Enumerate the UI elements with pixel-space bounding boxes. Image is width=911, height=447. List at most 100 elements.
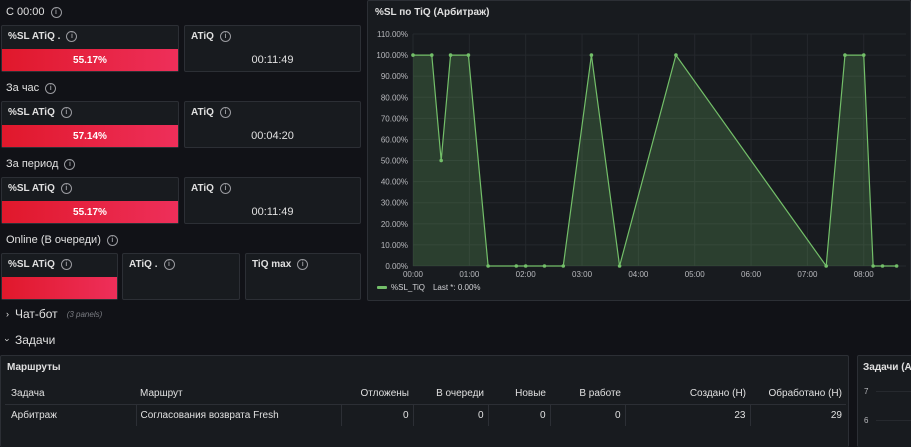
section-title-text: За час <box>6 82 40 94</box>
panel-title-text: ATiQ <box>191 31 214 42</box>
section-title-text: За период <box>6 158 59 170</box>
panel-title-text: %SL ATiQ <box>8 107 55 118</box>
x-tick-label: 04:00 <box>628 270 649 279</box>
info-icon[interactable]: i <box>297 259 309 270</box>
y-tick-label: 80.00% <box>381 93 408 102</box>
cell-new: 0 <box>487 404 550 426</box>
y-tick-label: 30.00% <box>381 199 408 208</box>
info-icon[interactable]: i <box>50 6 62 18</box>
chart-title: %SL по TiQ (Арбитраж) <box>375 7 490 18</box>
y-tick-label: 100.00% <box>376 51 408 60</box>
header-in-queue[interactable]: В очереди <box>436 387 484 399</box>
sl-tiq-chart-panel: %SL по TiQ (Арбитраж) 0.00% 10.00% 20.00% 3… <box>367 0 911 301</box>
info-icon[interactable]: i <box>60 183 72 194</box>
header-new[interactable]: Новые <box>515 387 546 399</box>
info-icon[interactable]: i <box>66 31 78 42</box>
cell-processed: 29 <box>749 404 846 426</box>
grid-line <box>876 420 911 421</box>
panel-title-text: ATiQ <box>191 183 214 194</box>
cell-created: 23 <box>624 404 750 426</box>
cell-in-progress: 0 <box>549 404 625 426</box>
x-tick-label: 07:00 <box>797 270 818 279</box>
legend-label: %SL_TiQ <box>391 283 425 292</box>
header-route[interactable]: Маршрут <box>140 387 183 399</box>
sl-value-bar: 55.17% <box>2 49 178 71</box>
x-tick-label: 06:00 <box>741 270 762 279</box>
x-tick-label: 03:00 <box>572 270 593 279</box>
info-icon[interactable]: i <box>219 107 231 118</box>
info-icon[interactable]: i <box>60 259 72 270</box>
header-task[interactable]: Задача <box>11 387 45 399</box>
series-point <box>448 53 453 57</box>
panel-title-text: %SL ATiQ . <box>8 31 61 42</box>
atiq-panel-online: ATiQ . i <box>122 253 240 300</box>
header-postponed[interactable]: Отложены <box>360 387 410 399</box>
sl-value-bar: 57.14% <box>2 125 178 147</box>
cell-task: Арбитраж <box>11 409 57 421</box>
y-tick-label: 110.00% <box>377 30 408 39</box>
series-point <box>894 264 899 268</box>
sl-atiq-panel-period: %SL ATiQ i 55.17% <box>1 177 179 224</box>
panel-title: ATiQ i <box>191 107 231 118</box>
sl-value-bar <box>2 277 117 299</box>
header-in-progress[interactable]: В работе <box>579 387 621 399</box>
table-row[interactable]: Арбитраж Согласования возврата Fresh 0 0… <box>5 404 846 426</box>
panel-title-text: TiQ max <box>252 259 292 270</box>
y-tick-label: 70.00% <box>381 114 408 123</box>
tasks-panel-title: Задачи (Ар <box>863 362 911 373</box>
info-icon[interactable]: i <box>45 82 57 94</box>
info-icon[interactable]: i <box>60 107 72 118</box>
y-tick-label: 40.00% <box>381 178 408 187</box>
header-processed[interactable]: Обработано (Н) <box>768 387 842 399</box>
panel-title-text: ATiQ . <box>129 259 158 270</box>
panel-title-text: ATiQ <box>191 107 214 118</box>
panel-title: TiQ max i <box>252 259 309 270</box>
table-header-row: Задача Маршрут Отложены В очереди Новые … <box>5 383 846 404</box>
series-point <box>589 53 594 57</box>
panel-title: %SL ATiQ . i <box>8 31 78 42</box>
section-title-hour: За час i <box>6 82 57 94</box>
y-tick-label: 7 <box>864 387 869 396</box>
chart-legend[interactable]: %SL_TiQ Last *: 0.00% <box>377 283 481 292</box>
routes-title: Маршруты <box>7 362 61 373</box>
cell-in-queue: 0 <box>412 404 488 426</box>
row-chatbot[interactable]: › Чат-бот (3 panels) <box>6 307 102 321</box>
legend-swatch <box>377 286 387 289</box>
info-icon[interactable]: i <box>106 234 118 246</box>
series-point <box>617 264 622 268</box>
atiq-panel-since-midnight: ATiQ i 00:11:49 <box>184 25 361 72</box>
sl-value-bar: 55.17% <box>2 201 178 223</box>
series-point <box>561 264 566 268</box>
cell-postponed: 0 <box>340 404 413 426</box>
y-tick-label: 20.00% <box>381 220 408 229</box>
series-point <box>824 264 828 268</box>
series-point <box>871 264 875 268</box>
section-title-since-midnight: С 00:00 i <box>6 6 62 18</box>
panel-title: ATiQ . i <box>129 259 175 270</box>
chevron-down-icon: › <box>2 338 13 342</box>
y-tick-label: 50.00% <box>381 157 408 166</box>
y-tick-label: 0.00% <box>385 262 408 271</box>
chevron-right-icon: › <box>6 309 9 319</box>
info-icon[interactable]: i <box>64 158 76 170</box>
sl-tiq-chart: 0.00% 10.00% 20.00% 30.00% 40.00% 50.00% 60.00… <box>376 30 906 279</box>
grid-line <box>876 391 911 392</box>
atiq-value: 00:11:49 <box>251 54 294 66</box>
y-tick-label: 60.00% <box>381 135 408 144</box>
series-area-fill <box>413 55 897 266</box>
x-tick-label: 05:00 <box>685 270 706 279</box>
atiq-panel-period: ATiQ i 00:11:49 <box>184 177 361 224</box>
series-point <box>861 53 866 57</box>
y-tick-label: 10.00% <box>381 241 408 250</box>
panel-title: %SL ATiQ i <box>8 107 72 118</box>
row-tasks[interactable]: › Задачи <box>2 333 56 347</box>
info-icon[interactable]: i <box>219 183 231 194</box>
y-tick-label: 6 <box>864 416 869 425</box>
info-icon[interactable]: i <box>163 259 175 270</box>
info-icon[interactable]: i <box>219 31 231 42</box>
panel-title-text: %SL ATiQ <box>8 259 55 270</box>
header-created[interactable]: Создано (Н) <box>689 387 746 399</box>
series-point <box>486 264 490 268</box>
section-title-period: За период i <box>6 158 76 170</box>
atiq-value: 00:11:49 <box>251 206 294 218</box>
